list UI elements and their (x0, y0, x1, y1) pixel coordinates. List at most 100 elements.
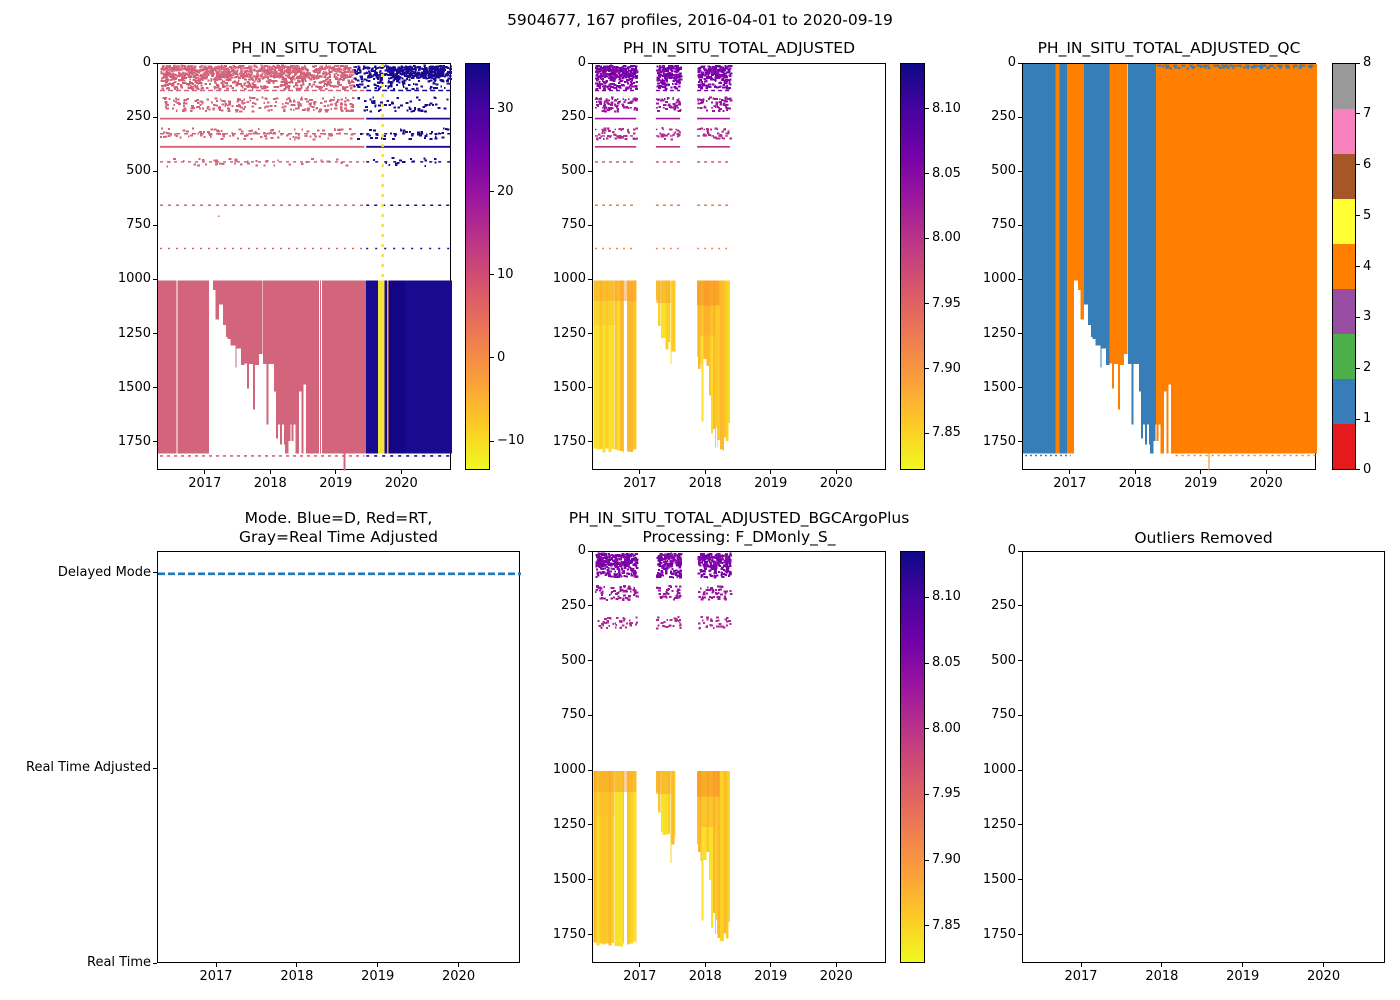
y-tick-mark (1018, 550, 1022, 552)
x-tick-mark (1200, 470, 1202, 474)
y-tick-label: 0 (577, 55, 586, 70)
plot-data-p3 (1023, 64, 1317, 471)
x-tick-label: 2017 (199, 969, 233, 984)
x-tick-label: 2019 (361, 969, 395, 984)
title-mode-line1: Mode. Blue=D, Red=RT, (244, 509, 433, 527)
title-ph-in-situ-total-adjusted: PH_IN_SITU_TOTAL_ADJUSTED (622, 39, 856, 57)
x-tick-label: 2020 (1249, 476, 1283, 491)
y-tick-label: 1500 (552, 379, 586, 395)
y-tick-label: 250 (991, 597, 1016, 613)
y-tick-mark (1018, 769, 1022, 771)
plot-data-p6 (1023, 552, 1386, 964)
y-tick-label: 1000 (982, 271, 1016, 287)
y-tick-mark (1018, 278, 1022, 280)
y-tick-label: 750 (991, 217, 1016, 233)
y-tick-label: 0 (1007, 55, 1016, 70)
x-tick-mark (1134, 470, 1136, 474)
y-tick-label: 1000 (552, 271, 586, 287)
title-ph-in-situ-total: PH_IN_SITU_TOTAL (231, 39, 377, 57)
x-tick-label: 2017 (1064, 969, 1098, 984)
colorbar-tick-mark (925, 662, 929, 664)
y-tick-label: 0 (577, 543, 586, 558)
x-tick-mark (704, 963, 706, 967)
y-tick-mark (153, 441, 157, 443)
colorbar-tick-mark (925, 596, 929, 598)
colorbar-tick-label: 2 (1363, 360, 1372, 376)
colorbar-tick-label: 7.90 (932, 360, 961, 376)
plot-data-p5 (593, 552, 733, 949)
x-tick-mark (1242, 963, 1244, 967)
colorbar-tick-mark (490, 191, 494, 193)
y-tick-mark (588, 441, 592, 443)
x-tick-mark (1069, 470, 1071, 474)
x-tick-label: 2018 (688, 969, 722, 984)
y-tick-label: 1750 (552, 926, 586, 942)
x-tick-mark (269, 470, 271, 474)
y-tick-label: 1000 (982, 762, 1016, 778)
colorbar-tick-mark (1356, 468, 1360, 470)
x-tick-mark (704, 470, 706, 474)
colorbar-tick-label: 7.90 (932, 852, 961, 868)
y-tick-mark (1018, 934, 1022, 935)
colorbar-tick-label: 30 (497, 100, 514, 116)
x-tick-mark (770, 963, 772, 967)
y-tick-label: 250 (561, 109, 586, 125)
y-tick-mark (588, 660, 592, 662)
y-tick-label: 1750 (982, 433, 1016, 449)
x-tick-mark (639, 470, 641, 474)
x-tick-mark (1161, 963, 1163, 967)
x-tick-mark (770, 470, 772, 474)
x-tick-label: 2018 (253, 476, 287, 491)
y-tick-label: 250 (126, 109, 151, 125)
y-tick-mark (153, 224, 157, 226)
colorbar-tick-label: 3 (1363, 309, 1372, 325)
y-tick-label: 1250 (117, 325, 151, 341)
x-tick-mark (377, 963, 379, 967)
y-tick-label: 500 (991, 163, 1016, 179)
x-tick-mark (335, 470, 337, 474)
colorbar-p2 (900, 63, 925, 470)
colorbar-tick-label: 6 (1363, 156, 1372, 172)
x-tick-mark (1323, 963, 1325, 967)
x-tick-mark (458, 963, 460, 967)
y-tick-mark (153, 767, 157, 769)
y-tick-mark (153, 116, 157, 118)
panel-ph-in-situ-total (157, 63, 452, 471)
x-tick-label: 2019 (754, 969, 788, 984)
x-tick-label: 2017 (1053, 476, 1087, 491)
y-tick-label: 1250 (982, 816, 1016, 832)
y-tick-label: 750 (561, 217, 586, 233)
y-tick-mark (1018, 387, 1022, 389)
x-tick-label: 2019 (754, 476, 788, 491)
colorbar-tick-mark (1356, 418, 1360, 420)
y-tick-mark (1018, 660, 1022, 662)
colorbar-tick-label: −10 (497, 433, 525, 449)
x-tick-mark (835, 470, 837, 474)
y-tick-label: 500 (126, 163, 151, 179)
panel-outliers-removed (1022, 551, 1385, 963)
colorbar-tick-label: 5 (1363, 207, 1372, 223)
colorbar-tick-label: 1 (1363, 411, 1372, 427)
y-tick-mark (588, 550, 592, 552)
y-tick-label: 1250 (552, 816, 586, 832)
y-tick-label: 750 (126, 217, 151, 233)
x-tick-mark (204, 470, 206, 474)
colorbar-tick-label: 7 (1363, 105, 1372, 121)
colorbar-tick-label: 8.05 (932, 165, 961, 181)
panel-ph-in-situ-total-adjusted (592, 63, 886, 470)
y-tick-mark (1018, 714, 1022, 716)
y-tick-label: 1750 (982, 926, 1016, 942)
title-mode-line2: Gray=Real Time Adjusted (238, 528, 439, 546)
y-tick-mark (1018, 441, 1022, 443)
x-tick-label: 2020 (819, 476, 853, 491)
colorbar-tick-label: 7.95 (932, 295, 961, 311)
colorbar-tick-mark (490, 357, 494, 359)
y-tick-mark (153, 278, 157, 280)
colorbar-tick-label: 0 (497, 349, 506, 365)
y-tick-mark (588, 934, 592, 935)
y-tick-label: 1000 (552, 762, 586, 778)
colorbar-tick-mark (490, 440, 494, 442)
y-tick-label: 1500 (982, 871, 1016, 887)
colorbar-tick-label: 4 (1363, 258, 1372, 274)
colorbar-tick-label: 8.00 (932, 720, 961, 736)
